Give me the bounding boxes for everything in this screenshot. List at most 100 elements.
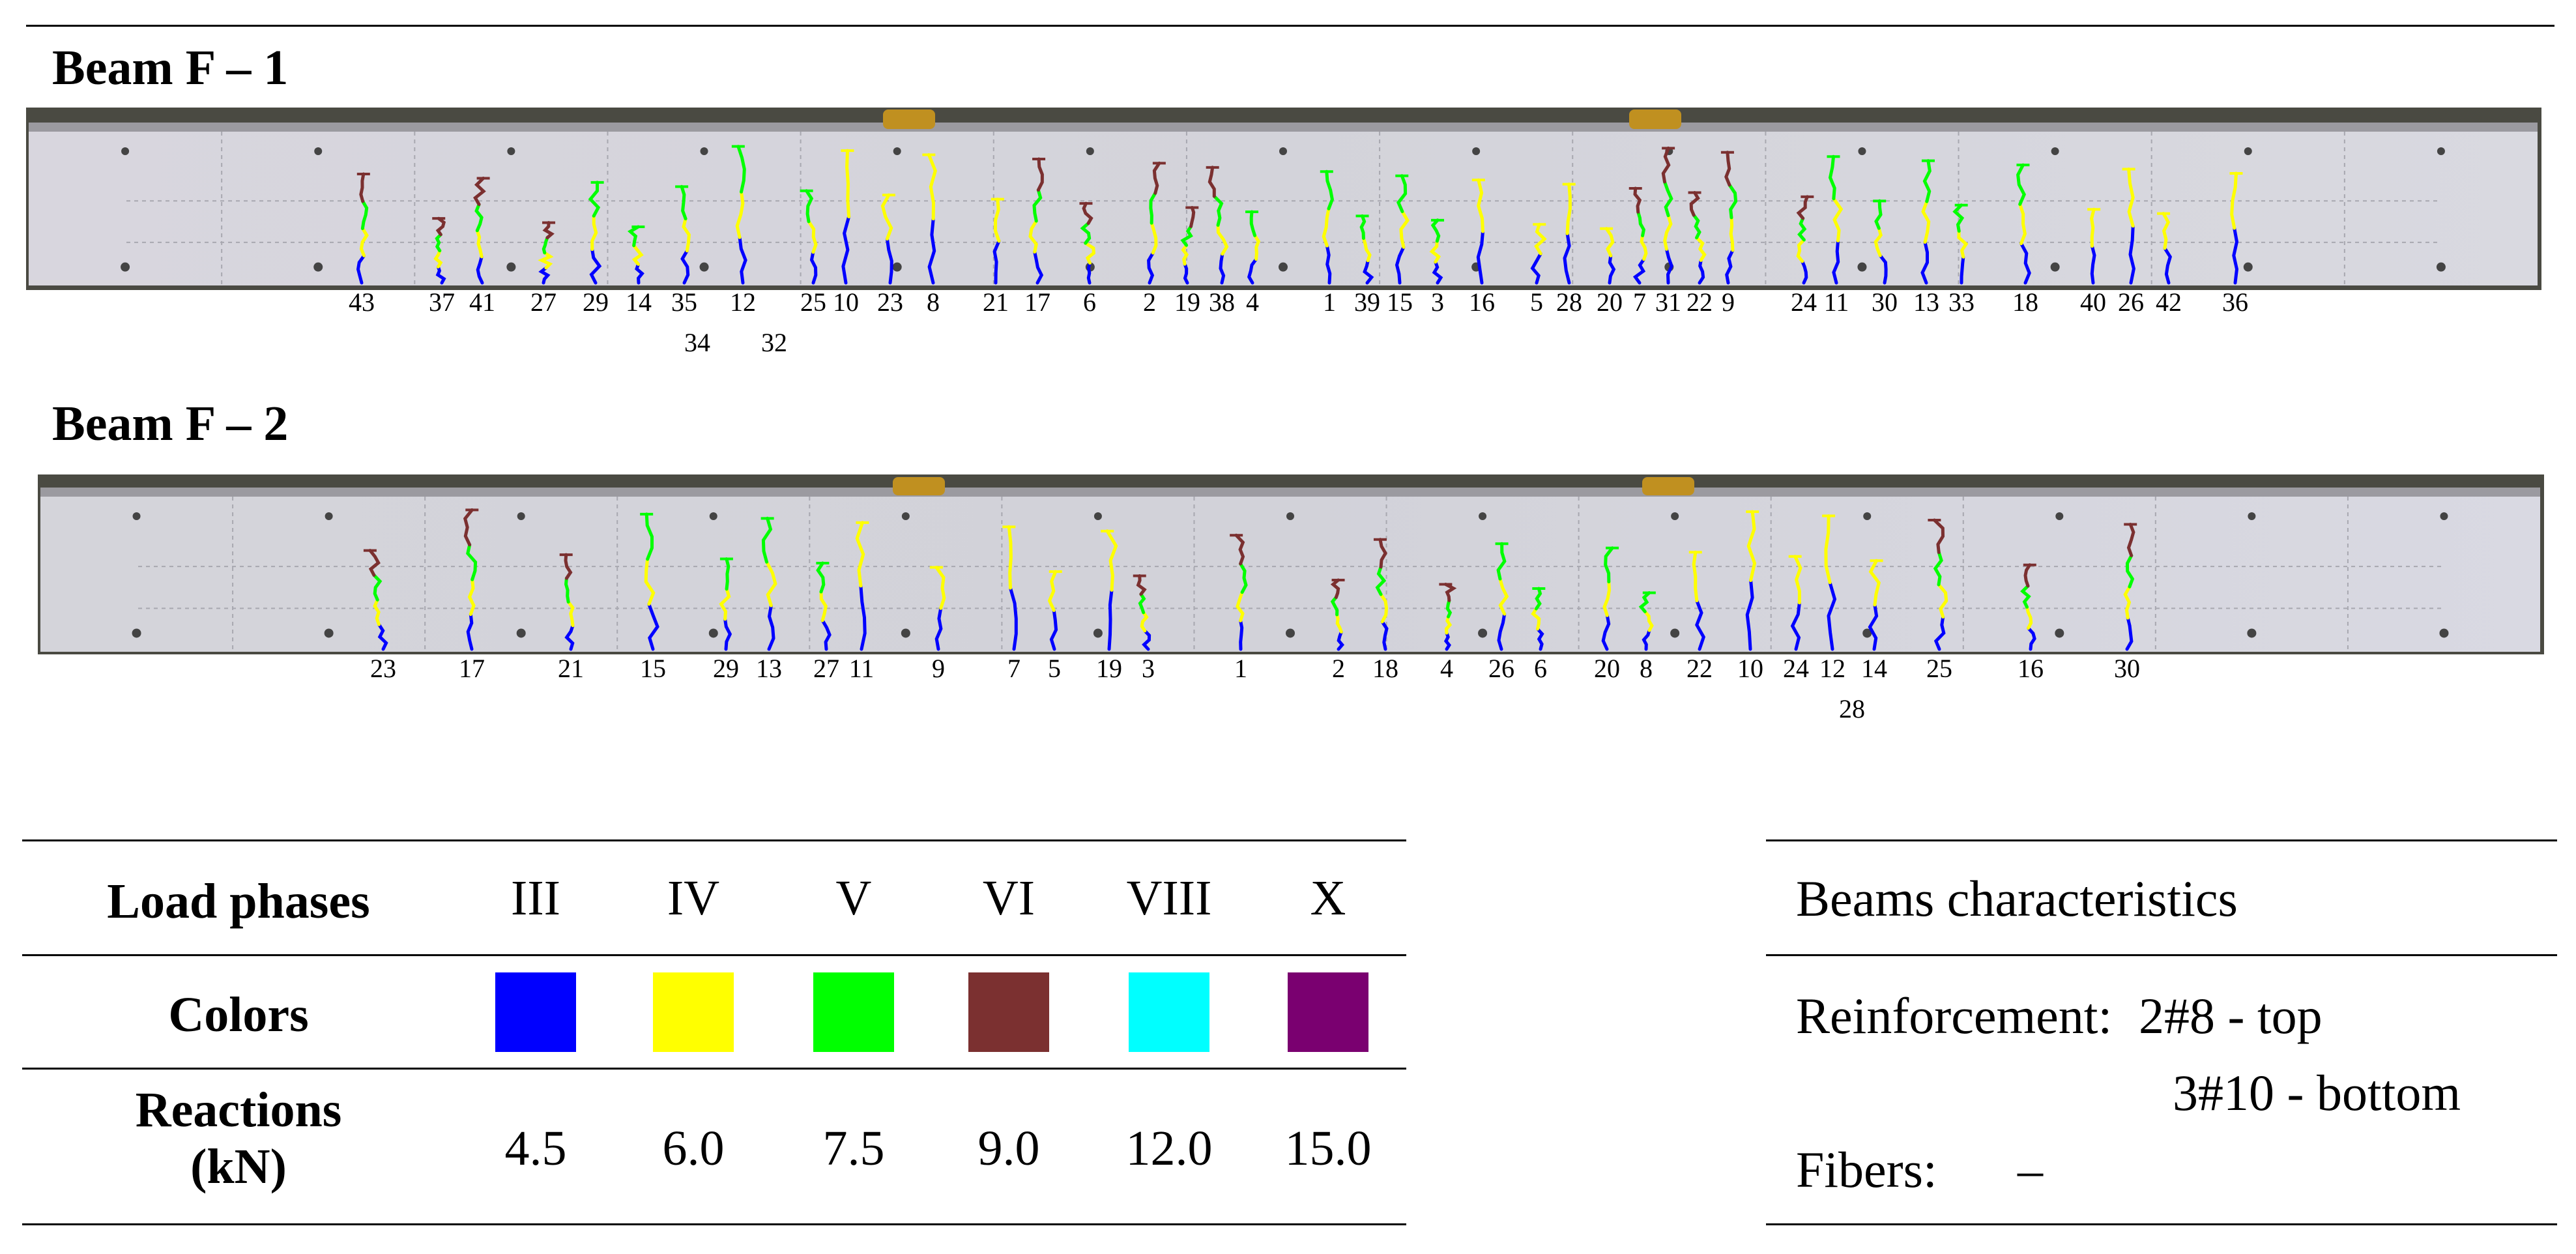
crack-segment (1724, 151, 1731, 187)
crack-segment (2090, 244, 2096, 285)
crack-segment (377, 622, 388, 651)
crack-segment (1796, 195, 1809, 220)
crack-segment (360, 199, 369, 231)
crack-label: 33 (1948, 287, 1975, 317)
crack-segment (1534, 222, 1547, 255)
gauge-dot (2055, 628, 2064, 638)
crack-label: 3 (1142, 654, 1155, 683)
phase-color-swatch (813, 972, 894, 1052)
crack-segment (1142, 629, 1151, 651)
crack-segment (1380, 620, 1389, 651)
crack-segment (736, 145, 746, 194)
crack-label: 24 (1783, 654, 1809, 683)
crack-segment (1009, 586, 1018, 651)
phase-color-swatch (495, 972, 576, 1052)
crack-segment (1363, 259, 1374, 285)
gauge-dot (2051, 147, 2059, 155)
crack-segment (467, 577, 476, 617)
legend-rule-2 (22, 1068, 1406, 1070)
crack-segment (473, 177, 486, 207)
crack-label: 15 (640, 654, 666, 683)
phase-name: III (511, 871, 560, 926)
crack-segment (1793, 555, 1802, 605)
crack-segment (466, 543, 478, 581)
reactions-label: Reactions (kN) (136, 1082, 342, 1196)
crack-segment (1801, 259, 1808, 285)
crack-label: 18 (1372, 654, 1398, 683)
crack-trace (1661, 146, 1675, 285)
crack-segment (1189, 206, 1196, 228)
crack-segment (566, 600, 575, 628)
crack-label: 14 (626, 287, 652, 317)
crack-label: 11 (848, 654, 875, 683)
crack-segment (1632, 257, 1646, 285)
beam-2-top-flange (40, 488, 2540, 497)
crack-segment (1086, 261, 1092, 285)
crack-trace (1355, 214, 1374, 285)
crack-trace (1047, 570, 1062, 651)
crack-segment (435, 216, 446, 237)
beam-1-cracks (356, 145, 2243, 285)
gauge-dot (1479, 512, 1487, 520)
crack-segment (738, 235, 747, 285)
beam-2-cracks (363, 508, 2137, 651)
crack-segment (627, 225, 640, 248)
gauge-dot (901, 628, 910, 638)
crack-trace (991, 197, 1004, 285)
crack-segment (1661, 146, 1671, 184)
phase-color-swatch (968, 972, 1049, 1052)
crack-trace (1720, 151, 1738, 285)
crack-segment (644, 512, 654, 561)
crack-trace (855, 521, 869, 651)
gauge-dot (1857, 262, 1867, 272)
crack-label: 14 (1861, 654, 1887, 683)
crack-segment (807, 220, 818, 254)
crack-trace (1180, 206, 1199, 285)
crack-label: 23 (877, 287, 903, 317)
crack-segment (1496, 542, 1507, 581)
crack-segment (855, 521, 865, 588)
gauge-dot (893, 147, 901, 155)
crack-segment (644, 557, 656, 606)
crack-trace (675, 184, 691, 285)
crack-label: 8 (1640, 654, 1653, 683)
crack-label: 2 (1143, 287, 1156, 317)
gauge-dot (700, 147, 708, 155)
crack-trace (2016, 163, 2031, 285)
crack-label: 25 (800, 287, 826, 317)
beam-1-top-flange (29, 123, 2538, 132)
crack-segment (859, 584, 867, 651)
beam-1-title: Beam F – 1 (52, 40, 289, 95)
crack-segment (1692, 213, 1701, 240)
gauge-dot (1086, 147, 1094, 155)
crack-segment (1563, 231, 1571, 285)
crack-segment (809, 250, 818, 285)
crack-segment (356, 254, 366, 285)
crack-segment (1033, 250, 1044, 285)
crack-segment (466, 613, 474, 651)
crack-segment (1216, 223, 1229, 256)
crack-trace (1245, 210, 1261, 285)
crack-segment (993, 197, 1001, 243)
crack-segment (538, 251, 554, 270)
crack-trace (841, 149, 854, 285)
crack-segment (1335, 613, 1343, 634)
crack-segment (719, 587, 731, 621)
crack-segment (1445, 598, 1453, 619)
crack-segment (1531, 607, 1541, 631)
crack-trace (1002, 525, 1018, 651)
crack-segment (682, 217, 691, 253)
crack-trace (1928, 518, 1948, 651)
crack-segment (463, 508, 474, 547)
crack-trace (816, 561, 832, 651)
crack-segment (1136, 574, 1147, 596)
crack-label: 20 (1597, 287, 1623, 317)
crack-segment (1138, 592, 1146, 615)
crack-label: 10 (1737, 654, 1763, 683)
crack-label: 30 (1872, 287, 1898, 317)
crack-trace (1868, 559, 1883, 651)
crack-segment (1397, 174, 1408, 213)
crack-segment (1868, 559, 1881, 607)
crack-segment (588, 181, 601, 218)
crack-label: 12 (730, 287, 756, 317)
